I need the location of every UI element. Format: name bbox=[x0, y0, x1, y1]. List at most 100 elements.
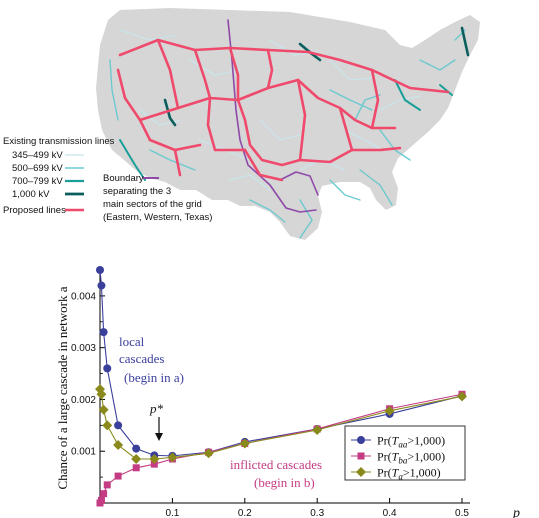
data-point-diamond bbox=[312, 424, 323, 435]
annotation-local-1: local bbox=[119, 334, 145, 349]
data-point-diamond bbox=[102, 420, 113, 431]
grid-line bbox=[193, 48, 212, 100]
grid-line bbox=[460, 26, 470, 57]
grid-line bbox=[173, 148, 182, 177]
legend-marker-circle bbox=[357, 436, 365, 444]
pstar-arrow bbox=[155, 417, 163, 441]
data-point-diamond bbox=[96, 389, 107, 400]
legend-item-700: 700–799 kV bbox=[12, 176, 63, 187]
x-tick-label: 0.3 bbox=[310, 508, 324, 518]
y-tick-label: 0.001 bbox=[71, 447, 96, 458]
grid-line bbox=[119, 29, 176, 41]
legend-boundary-4: (Eastern, Western, Texas) bbox=[103, 212, 212, 223]
legend-marker-square bbox=[357, 452, 365, 460]
grid-line bbox=[279, 171, 319, 196]
us-landmass bbox=[96, 8, 480, 240]
x-tick-label: 0.1 bbox=[165, 508, 179, 518]
grid-boundary-lines bbox=[227, 19, 319, 213]
legend-item-500: 500–699 kV bbox=[12, 163, 63, 174]
grid-line bbox=[118, 38, 450, 94]
grid-line bbox=[189, 59, 241, 76]
grid-line bbox=[359, 169, 393, 206]
legend-marker-diamond bbox=[356, 467, 366, 477]
x-axis-label: p bbox=[512, 506, 520, 518]
legend-item-345: 345–499 kV bbox=[12, 150, 63, 161]
grid-line bbox=[354, 94, 381, 121]
chart-ticks: 0.1 0.2 0.3 0.4 0.5 0.001 0.002 0.003 0.004 bbox=[71, 291, 469, 518]
annotation-pstar: p* bbox=[149, 401, 164, 416]
grid-line bbox=[419, 59, 456, 71]
grid-line bbox=[370, 68, 397, 130]
legend-boundary-2: separating the 3 bbox=[103, 186, 171, 197]
data-point-diamond bbox=[98, 404, 109, 415]
data-point-diamond bbox=[113, 440, 124, 451]
us-grid-map: Existing transmission lines 345–499 kV 5… bbox=[3, 8, 480, 240]
data-point-square bbox=[100, 490, 108, 498]
legend-existing-title: Existing transmission lines bbox=[3, 136, 115, 147]
data-point-square bbox=[132, 464, 140, 472]
data-point-diamond bbox=[384, 405, 395, 416]
data-point-diamond bbox=[203, 448, 214, 459]
x-tick-label: 0.4 bbox=[383, 508, 397, 518]
grid-line bbox=[439, 84, 453, 96]
grid-line bbox=[243, 148, 284, 182]
grid-line bbox=[299, 159, 346, 171]
grid-line bbox=[296, 78, 354, 164]
grid-line bbox=[379, 129, 411, 161]
transmission-lines-500kv bbox=[109, 29, 466, 239]
grid-line bbox=[329, 179, 361, 201]
data-point-square bbox=[114, 472, 122, 480]
annotation-inflicted-2: (begin in b) bbox=[254, 475, 315, 490]
grid-line bbox=[350, 146, 402, 152]
x-tick-label: 0.5 bbox=[455, 508, 469, 518]
grid-line bbox=[259, 119, 301, 141]
grid-line bbox=[109, 59, 119, 121]
x-tick-label: 0.2 bbox=[238, 508, 252, 518]
data-point-circle bbox=[96, 266, 104, 274]
annotation-inflicted-1: inflicted cascades bbox=[230, 457, 322, 472]
chart-legend: Pr(Taa>1,000)Pr(Tba>1,000)Pr(Ta>1,000) bbox=[344, 425, 466, 482]
data-point-square bbox=[97, 496, 105, 504]
data-point-square bbox=[103, 481, 111, 489]
legend-entry-circle: Pr(Taa>1,000) bbox=[377, 434, 445, 450]
grid-line bbox=[394, 79, 421, 111]
grid-line bbox=[228, 46, 240, 102]
proposed-lines bbox=[116, 38, 450, 182]
data-point-diamond bbox=[239, 438, 250, 449]
annotation-local-3: (begin in a) bbox=[124, 370, 184, 385]
grid-line bbox=[116, 68, 152, 142]
grid-line bbox=[149, 149, 196, 171]
annotation-local-2: cascades bbox=[119, 351, 164, 366]
y-tick-label: 0.002 bbox=[71, 395, 96, 406]
data-point-diamond bbox=[167, 452, 178, 463]
grid-line bbox=[329, 89, 373, 111]
grid-line bbox=[379, 95, 421, 111]
grid-line bbox=[206, 96, 247, 152]
data-point-diamond bbox=[457, 391, 467, 402]
data-point-circle bbox=[132, 444, 141, 453]
map-legend: Existing transmission lines 345–499 kV 5… bbox=[3, 136, 212, 223]
data-point-diamond bbox=[131, 453, 142, 464]
grid-line bbox=[266, 48, 274, 90]
legend-boundary-1: Boundary bbox=[103, 173, 144, 184]
grid-line bbox=[338, 106, 354, 152]
grid-line bbox=[163, 98, 177, 127]
data-point-circle bbox=[114, 421, 123, 430]
grid-line bbox=[299, 199, 313, 239]
grid-line bbox=[344, 129, 383, 151]
grid-line bbox=[156, 38, 180, 110]
y-axis-label: Chance of a large cascade in network a bbox=[55, 286, 70, 489]
data-point-circle bbox=[103, 364, 112, 373]
grid-line bbox=[119, 139, 146, 181]
data-point-circle bbox=[99, 328, 108, 337]
series-markers bbox=[95, 266, 467, 507]
legend-entry-square: Pr(Tba>1,000) bbox=[377, 450, 445, 466]
data-point-square bbox=[150, 460, 158, 468]
legend-entry-diamond: Pr(Ta>1,000) bbox=[377, 466, 441, 482]
data-point-diamond bbox=[149, 453, 160, 464]
legend-proposed-label: Proposed lines bbox=[3, 205, 66, 216]
grid-line bbox=[236, 98, 302, 167]
grid-line bbox=[229, 174, 271, 191]
data-point-circle bbox=[97, 281, 106, 290]
